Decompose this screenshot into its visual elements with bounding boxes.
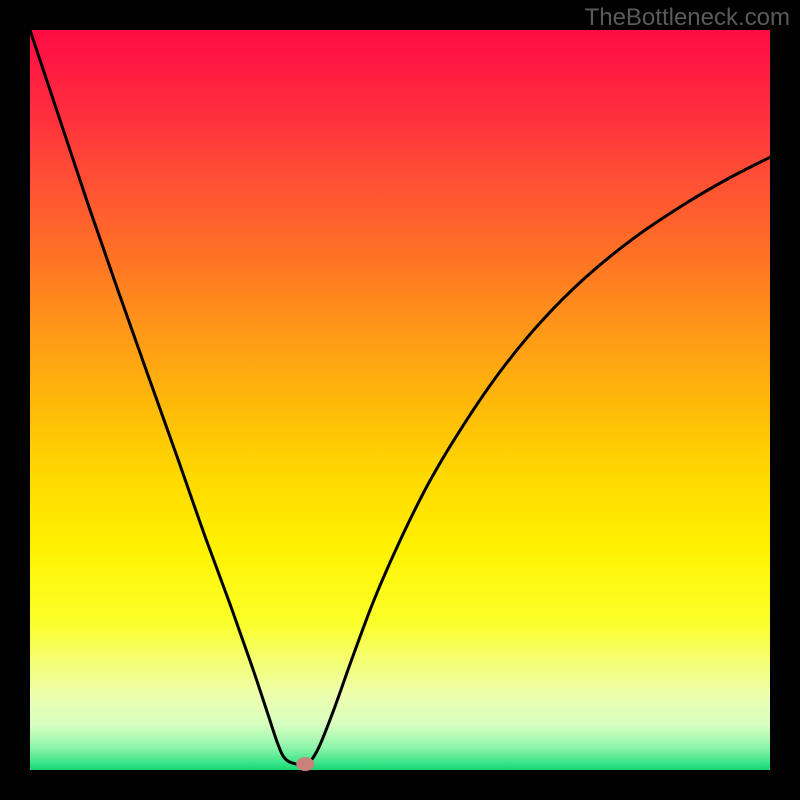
chart-stage: TheBottleneck.com: [0, 0, 800, 800]
plot-gradient-area: [30, 30, 770, 770]
watermark-text: TheBottleneck.com: [585, 4, 790, 32]
optimum-marker: [296, 757, 314, 771]
bottleneck-chart: [0, 0, 800, 800]
